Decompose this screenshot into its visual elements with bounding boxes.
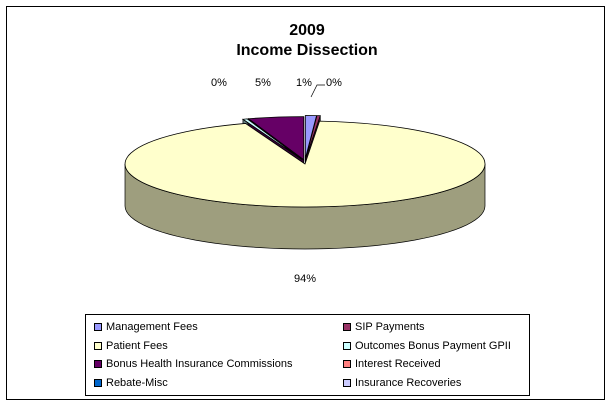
legend-swatch	[343, 378, 351, 387]
chart-title-line2: Income Dissection	[236, 42, 377, 59]
sip-label-leader	[310, 84, 325, 98]
legend-swatch	[94, 360, 102, 368]
data-label-sip-payments: 0%	[326, 77, 342, 89]
legend-label: SIP Payments	[355, 321, 425, 333]
legend-swatch	[94, 378, 102, 387]
legend-label: Outcomes Bonus Payment GPII	[355, 339, 511, 352]
legend-label: Bonus Health Insurance Commissions	[106, 358, 293, 370]
data-label-patient-fees: 94%	[294, 273, 316, 285]
legend-swatch	[343, 360, 351, 368]
legend-label: Patient Fees	[106, 339, 168, 352]
pie-slice-sip-payments	[305, 115, 321, 159]
pie-slice-patient-fees	[124, 120, 486, 208]
pie-slice-outcomes-bonus-payment-gpii	[241, 118, 303, 161]
pie-chart: 2009 Income Dissection 1% 0% 94% 0% 5%	[124, 22, 486, 285]
chart-frame: 2009 Income Dissection 1% 0% 94% 0% 5% Manag…	[6, 6, 605, 400]
legend-swatch	[343, 323, 351, 331]
pie-labels: 1% 0% 94% 0% 5%	[211, 77, 342, 285]
legend-item-insurance-recoveries: Insurance Recoveries	[343, 376, 461, 390]
data-label-bonus-health-insurance-commissions: 5%	[255, 77, 271, 89]
legend-item-sip-payments: SIP Payments	[343, 320, 425, 334]
legend-item-interest-received: Interest Received	[343, 357, 441, 371]
pie-tops	[124, 115, 486, 208]
legend-label: Rebate-Misc	[106, 376, 168, 389]
chart-legend: Management Fees SIP Payments Patient Fees O…	[85, 314, 530, 396]
legend-label: Management Fees	[106, 321, 198, 333]
legend-label: Insurance Recoveries	[355, 376, 462, 389]
legend-item-patient-fees: Patient Fees	[94, 339, 168, 353]
legend-label: Interest Received	[355, 358, 441, 370]
pie-slice-bonus-health-insurance-commissions	[247, 116, 305, 161]
data-label-outcomes-bonus-payment-gpii: 0%	[211, 77, 227, 89]
legend-swatch	[343, 341, 351, 350]
legend-swatch	[94, 341, 102, 350]
legend-swatch	[94, 323, 102, 331]
data-label-management-fees: 1%	[296, 77, 312, 89]
legend-item-outcomes-bonus-payment-gpii: Outcomes Bonus Payment GPII	[343, 339, 511, 353]
legend-item-bonus-health-insurance-commissions: Bonus Health Insurance Commissions	[94, 357, 292, 371]
legend-item-management-fees: Management Fees	[94, 320, 198, 334]
legend-item-rebate-misc: Rebate-Misc	[94, 376, 168, 390]
chart-title-line1: 2009	[289, 22, 325, 39]
